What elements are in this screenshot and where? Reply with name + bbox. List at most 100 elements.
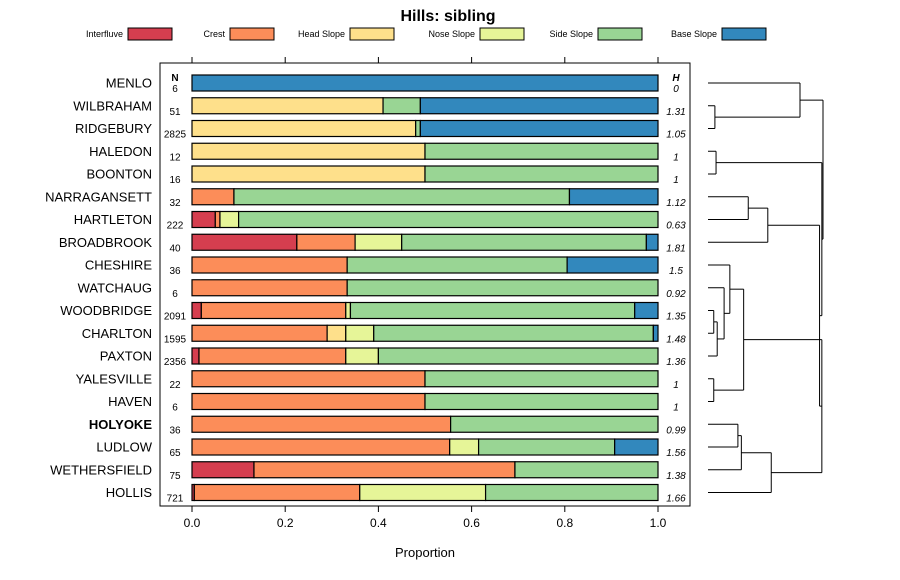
bar-segment-base-slope bbox=[634, 301, 659, 320]
legend-label-nose-slope: Nose Slope bbox=[428, 29, 475, 39]
category-label: CHESHIRE bbox=[85, 258, 153, 273]
legend: Interfluve Crest Head Slope Nose Slope Side … bbox=[86, 27, 767, 41]
h-value: 1.38 bbox=[666, 471, 686, 482]
row-holyoke: HOLYOKE 36 0.99 bbox=[89, 415, 686, 436]
n-value: 6 bbox=[172, 289, 178, 300]
bar-segment-crest bbox=[191, 392, 426, 411]
row-cheshire: CHESHIRE 36 1.5 bbox=[85, 256, 683, 277]
row-hollis: HOLLIS 721 1.66 bbox=[106, 483, 686, 505]
row-haven: HAVEN 6 1 bbox=[108, 392, 679, 414]
bar-segment-side-slope bbox=[477, 438, 616, 456]
bar-segment-base-slope bbox=[419, 97, 659, 115]
h-value: 1 bbox=[673, 403, 679, 414]
category-label: RIDGEBURY bbox=[75, 121, 152, 136]
category-label: HARTLETON bbox=[74, 212, 152, 227]
bar-segment-interfluve bbox=[191, 233, 298, 251]
category-label: NARRAGANSETT bbox=[45, 189, 152, 204]
row-ridgebury: RIDGEBURY 2825 1.05 bbox=[75, 119, 686, 141]
h-value: 1.35 bbox=[666, 312, 686, 323]
bar-segment-side-slope bbox=[349, 301, 636, 320]
x-axis-label: Proportion bbox=[395, 545, 455, 560]
row-woodbridge: WOODBRIDGE 2091 1.35 bbox=[60, 301, 686, 323]
bar-segment-head-slope bbox=[326, 324, 347, 342]
bar-segment-crest bbox=[191, 370, 426, 388]
h-value: 1 bbox=[673, 152, 679, 163]
h-header: H bbox=[672, 73, 680, 84]
row-menlo: MENLO 6 0 bbox=[106, 74, 679, 95]
bar-segment-interfluve bbox=[191, 301, 202, 320]
row-charlton: CHARLTON 1595 1.48 bbox=[82, 324, 686, 345]
row-wethersfield: WETHERSFIELD 75 1.38 bbox=[50, 461, 686, 482]
bar-segment-crest bbox=[191, 415, 452, 433]
n-value: 2356 bbox=[164, 357, 187, 368]
bar-segment-crest bbox=[253, 461, 516, 479]
n-value: 1595 bbox=[164, 334, 187, 345]
bar-segment-base-slope bbox=[614, 438, 659, 456]
legend-swatch-head-slope bbox=[349, 27, 395, 41]
legend-swatch-base-slope bbox=[721, 27, 767, 41]
bar-segment-side-slope bbox=[415, 119, 421, 138]
legend-label-base-slope: Base Slope bbox=[671, 29, 717, 39]
category-label: HOLLIS bbox=[106, 485, 153, 500]
n-value: 2091 bbox=[164, 312, 187, 323]
n-value: 65 bbox=[169, 448, 181, 459]
x-tick-label: 0.2 bbox=[277, 516, 294, 530]
x-tick-label: 0.8 bbox=[556, 516, 573, 530]
bar-segment-base-slope bbox=[568, 188, 659, 206]
bar-segment-side-slope bbox=[346, 256, 568, 274]
bar-segment-head-slope bbox=[191, 165, 426, 183]
n-value: 2825 bbox=[164, 130, 187, 141]
chart-title: Hills: sibling bbox=[400, 8, 495, 25]
h-value: 0.92 bbox=[666, 289, 686, 300]
row-ludlow: LUDLOW 65 1.56 bbox=[96, 438, 686, 459]
bar-segment-crest bbox=[214, 210, 221, 229]
row-hartleton: HARTLETON 222 0.63 bbox=[74, 210, 686, 232]
h-value: 1.56 bbox=[666, 448, 686, 459]
h-value: 0 bbox=[673, 84, 679, 95]
bar-segment-crest bbox=[191, 324, 328, 342]
bar-segment-interfluve bbox=[191, 461, 255, 479]
bar-segment-nose-slope bbox=[345, 301, 352, 320]
bar-segment-crest bbox=[296, 233, 356, 251]
x-tick-label: 0.6 bbox=[463, 516, 480, 530]
bar-segment-crest bbox=[191, 188, 235, 206]
bar-segment-side-slope bbox=[424, 165, 659, 183]
h-value: 1.48 bbox=[666, 334, 686, 345]
bar-segment-side-slope bbox=[514, 461, 659, 479]
category-label: WATCHAUG bbox=[78, 280, 152, 295]
bar-segment-nose-slope bbox=[345, 347, 379, 365]
bar-segment-nose-slope bbox=[345, 324, 375, 342]
legend-swatch-nose-slope bbox=[479, 27, 525, 41]
legend-label-head-slope: Head Slope bbox=[298, 29, 345, 39]
row-haledon: HALEDON 12 1 bbox=[89, 142, 679, 163]
category-label: CHARLTON bbox=[82, 326, 152, 341]
category-label: BOONTON bbox=[87, 167, 153, 182]
n-value: 22 bbox=[169, 380, 181, 391]
category-label: WETHERSFIELD bbox=[50, 462, 152, 477]
category-label: WOODBRIDGE bbox=[60, 303, 152, 318]
bar-segment-base-slope bbox=[419, 119, 659, 138]
h-value: 1.05 bbox=[666, 130, 686, 141]
bar-segment-side-slope bbox=[424, 370, 659, 388]
h-value: 1.36 bbox=[666, 357, 686, 368]
n-value: 51 bbox=[169, 107, 181, 118]
n-value: 721 bbox=[167, 494, 184, 505]
bar-segment-side-slope bbox=[382, 97, 421, 115]
category-label: BROADBROOK bbox=[59, 235, 153, 250]
bar-segment-interfluve bbox=[191, 347, 200, 365]
row-wilbraham: WILBRAHAM 51 1.31 bbox=[73, 97, 686, 118]
bar-segment-side-slope bbox=[484, 483, 659, 502]
n-value: 222 bbox=[167, 221, 184, 232]
bar-segment-side-slope bbox=[424, 142, 659, 160]
h-value: 0.63 bbox=[666, 221, 686, 232]
n-header: N bbox=[171, 73, 178, 84]
bar-segment-nose-slope bbox=[354, 233, 403, 251]
row-yalesville: YALESVILLE 22 1 bbox=[76, 370, 679, 391]
h-value: 1 bbox=[673, 175, 679, 186]
h-value: 0.99 bbox=[666, 425, 686, 436]
bar-segment-crest bbox=[193, 483, 361, 502]
category-label: LUDLOW bbox=[96, 440, 152, 455]
bar-segment-side-slope bbox=[233, 188, 571, 206]
bar-segment-head-slope bbox=[191, 119, 417, 138]
